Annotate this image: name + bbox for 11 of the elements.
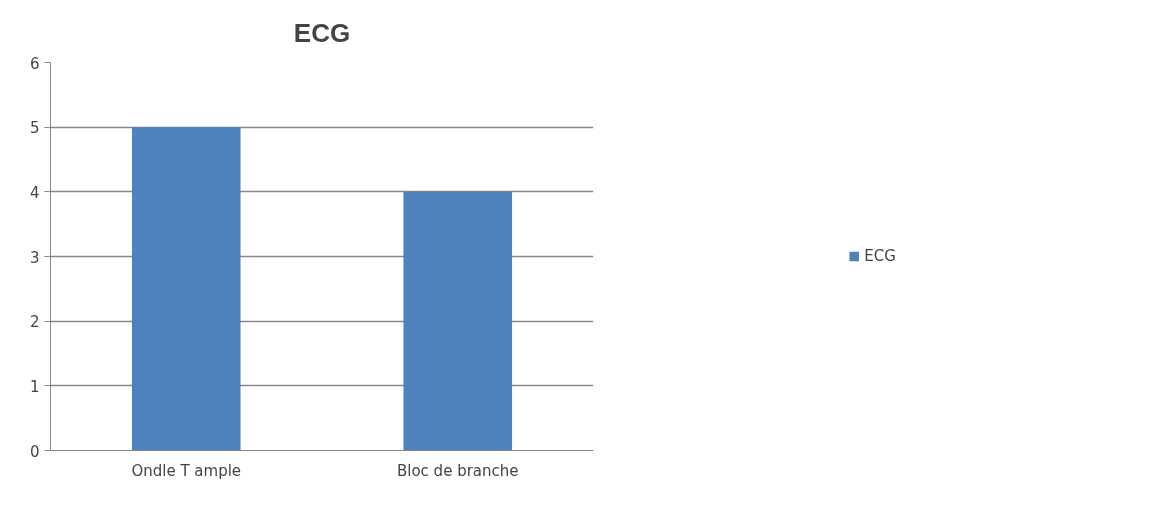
legend-label: ECG: [864, 247, 896, 265]
x-tick-label: Ondle T ample: [131, 461, 242, 480]
chart-title: ECG: [293, 17, 351, 48]
y-tick-label: 2: [29, 313, 40, 332]
y-tick-label: 4: [29, 183, 40, 202]
y-tick-label: 1: [29, 377, 40, 396]
y-tick-label: 0: [29, 442, 40, 461]
y-tick-label: 5: [29, 119, 40, 138]
y-tick-label: 6: [29, 54, 40, 73]
y-tick-label: 3: [29, 248, 40, 267]
x-tick-label: Bloc de branche: [396, 461, 519, 480]
